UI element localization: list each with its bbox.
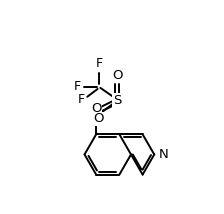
Text: O: O	[112, 68, 123, 82]
Text: F: F	[96, 57, 103, 70]
Text: S: S	[113, 94, 121, 107]
Text: O: O	[91, 102, 101, 115]
Text: N: N	[159, 148, 169, 161]
Text: O: O	[93, 112, 103, 125]
Text: F: F	[78, 93, 84, 106]
Text: F: F	[74, 80, 81, 93]
